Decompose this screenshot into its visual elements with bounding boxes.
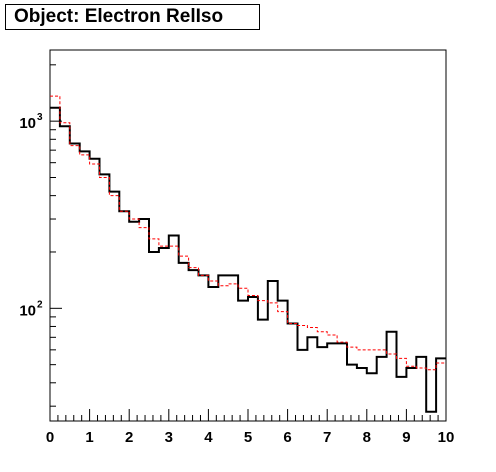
series-group (50, 95, 446, 413)
y-tick-exponent: 2 (37, 299, 43, 310)
x-tick-label: 10 (438, 429, 455, 446)
x-tick-label: 7 (323, 429, 331, 446)
y-tick-exponent: 3 (37, 112, 43, 123)
plot-area-border (49, 49, 447, 422)
series-1-line (50, 106, 446, 413)
x-tick-label: 3 (165, 429, 173, 446)
y-tick-label: 10 (19, 302, 36, 319)
chart-title: Object: Electron RelIso (5, 4, 260, 30)
x-tick-label: 0 (46, 429, 54, 446)
x-tick-label: 6 (283, 429, 291, 446)
x-tick-label: 4 (204, 429, 213, 446)
y-tick-label: 10 (19, 115, 36, 132)
x-tick-label: 9 (402, 429, 410, 446)
plot-frame (49, 49, 447, 422)
x-tick-label: 8 (363, 429, 371, 446)
series-2-line (50, 95, 446, 371)
x-tick-label: 5 (244, 429, 252, 446)
x-tick-label: 2 (125, 429, 133, 446)
x-tick-label: 1 (85, 429, 93, 446)
